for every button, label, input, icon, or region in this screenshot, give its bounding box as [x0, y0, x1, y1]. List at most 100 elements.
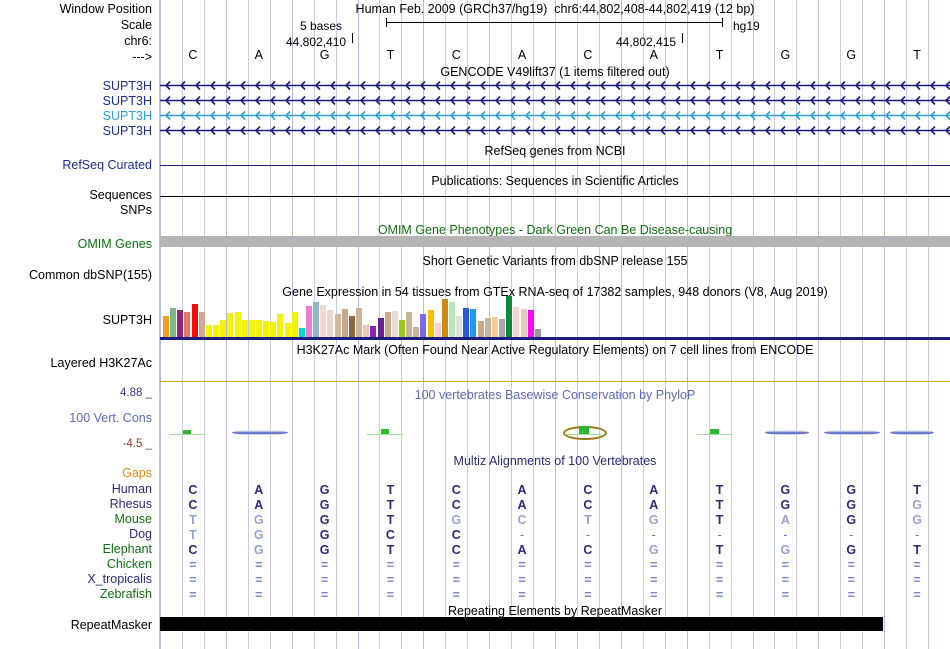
gene-row-label-1[interactable]: SUPT3H [102, 79, 152, 93]
gtex-bar[interactable] [234, 312, 241, 338]
gtex-bar[interactable] [513, 307, 520, 338]
gtex-bar[interactable] [327, 310, 334, 338]
gaps-label[interactable]: Gaps [122, 466, 152, 480]
alignment-base: C [583, 543, 593, 557]
gtex-bar[interactable] [248, 320, 255, 338]
alignment-base: G [912, 513, 922, 527]
omim-gene-bar[interactable] [160, 236, 950, 247]
gtex-bar[interactable] [434, 323, 441, 338]
gtex-bar[interactable] [370, 326, 377, 338]
gene-row-3[interactable] [160, 110, 950, 121]
gtex-bar[interactable] [449, 302, 455, 338]
sequences-label[interactable]: Sequences [89, 188, 152, 202]
species-label-chicken[interactable]: Chicken [106, 557, 152, 571]
dbsnp-label[interactable]: Common dbSNP(155) [29, 268, 152, 282]
gtex-bar[interactable] [527, 310, 534, 338]
gtex-bar[interactable] [356, 308, 363, 338]
gtex-bar[interactable] [384, 312, 391, 338]
gtex-bar[interactable] [291, 312, 298, 338]
gtex-bar[interactable] [398, 320, 405, 338]
multiz-center-label[interactable]: Multiz Alignments of 100 Vertebrates [453, 454, 657, 468]
gtex-bar[interactable] [484, 318, 491, 338]
gtex-label[interactable]: SUPT3H [102, 313, 152, 327]
gtex-bar[interactable] [298, 328, 305, 338]
species-label-rhesus[interactable]: Rhesus [109, 497, 152, 511]
gtex-bar[interactable] [441, 299, 448, 338]
gtex-bar[interactable] [534, 329, 541, 338]
gene-row-label-4[interactable]: SUPT3H [102, 124, 152, 138]
gene-row-4[interactable] [160, 125, 950, 136]
species-label-human[interactable]: Human [111, 482, 152, 496]
gtex-bar[interactable] [213, 325, 220, 338]
gtex-bar[interactable] [263, 321, 270, 338]
gene-row-label-2[interactable]: SUPT3H [102, 94, 152, 108]
gtex-bar-chart[interactable] [163, 296, 563, 338]
gtex-bar[interactable] [284, 323, 291, 338]
gtex-bar[interactable] [491, 317, 498, 338]
omim-center-label[interactable]: OMIM Gene Phenotypes - Dark Green Can Be… [377, 223, 733, 237]
gtex-bar[interactable] [499, 319, 506, 338]
gtex-bar[interactable] [363, 325, 370, 338]
gtex-bar[interactable] [255, 320, 262, 338]
gtex-bar[interactable] [170, 308, 177, 338]
species-label-zebrafish[interactable]: Zebrafish [99, 587, 152, 601]
refseq-center-label[interactable]: RefSeq genes from NCBI [484, 144, 626, 158]
gtex-bar[interactable] [520, 309, 527, 338]
gtex-bar[interactable] [313, 302, 320, 338]
gtex-bar[interactable] [470, 309, 477, 338]
gtex-bar[interactable] [413, 327, 420, 338]
gtex-bar[interactable] [163, 316, 169, 338]
species-label-x_tropicalis[interactable]: X_tropicalis [87, 572, 152, 586]
gtex-bar[interactable] [341, 309, 348, 338]
repeatmasker-label[interactable]: RepeatMasker [70, 618, 152, 632]
dbsnp-center-label[interactable]: Short Genetic Variants from dbSNP releas… [422, 254, 688, 268]
gtex-bar[interactable] [348, 316, 355, 338]
gene-row-label-3[interactable]: SUPT3H [102, 109, 152, 123]
phylop-plot[interactable] [160, 400, 950, 450]
gtex-bar[interactable] [177, 310, 184, 338]
gtex-bar[interactable] [227, 313, 234, 338]
refseq-label[interactable]: RefSeq Curated [62, 158, 152, 172]
gtex-bar[interactable] [277, 314, 284, 338]
gtex-bar[interactable] [506, 296, 513, 338]
h3k27ac-center-label[interactable]: H3K27Ac Mark (Often Found Near Active Re… [296, 343, 814, 357]
phylop-center-label[interactable]: 100 vertebrates Basewise Conservation by… [414, 388, 696, 402]
gtex-bar[interactable] [270, 322, 277, 338]
gencode-center-label[interactable]: GENCODE V49lift37 (1 items filtered out) [440, 65, 670, 79]
gtex-bar[interactable] [241, 320, 248, 338]
gtex-center-label[interactable]: Gene Expression in 54 tissues from GTEx … [282, 285, 828, 299]
repeatmasker-center-label[interactable]: Repeating Elements by RepeatMasker [447, 604, 662, 618]
gtex-bar[interactable] [456, 316, 463, 338]
gtex-bar[interactable] [377, 318, 384, 338]
gtex-bar[interactable] [184, 312, 191, 338]
publications-center-label[interactable]: Publications: Sequences in Scientific Ar… [431, 174, 679, 188]
gtex-bar[interactable] [205, 325, 212, 338]
gtex-bar[interactable] [220, 320, 227, 338]
alignment-base: T [386, 513, 395, 527]
gene-row-1[interactable] [160, 80, 950, 91]
snps-label[interactable]: SNPs [120, 203, 152, 217]
gtex-bar[interactable] [320, 305, 327, 338]
alignment-base: = [189, 558, 197, 572]
gtex-bar[interactable] [198, 312, 205, 338]
gtex-bar[interactable] [191, 304, 198, 338]
position-text[interactable]: chr6:44,802,408-44,802,419 (12 bp) [554, 2, 755, 16]
repeatmasker-bar[interactable] [160, 617, 883, 631]
phylop-label[interactable]: 100 Vert. Cons [69, 411, 152, 425]
gtex-bar[interactable] [334, 314, 341, 338]
species-label-dog[interactable]: Dog [129, 527, 152, 541]
phylop-axis-max: 4.88 _ [120, 387, 152, 399]
species-label-mouse[interactable]: Mouse [114, 512, 152, 526]
gtex-bar[interactable] [420, 314, 427, 338]
alignment-base: - [585, 528, 590, 542]
species-label-elephant[interactable]: Elephant [102, 542, 152, 556]
gtex-bar[interactable] [477, 321, 484, 338]
h3k27ac-label[interactable]: Layered H3K27Ac [50, 356, 152, 370]
gtex-bar[interactable] [306, 306, 312, 338]
gtex-bar[interactable] [391, 311, 398, 338]
gene-row-2[interactable] [160, 95, 950, 106]
gtex-bar[interactable] [427, 310, 434, 338]
gtex-bar[interactable] [406, 312, 413, 338]
gtex-bar[interactable] [463, 308, 470, 338]
omim-label[interactable]: OMIM Genes [77, 237, 152, 251]
